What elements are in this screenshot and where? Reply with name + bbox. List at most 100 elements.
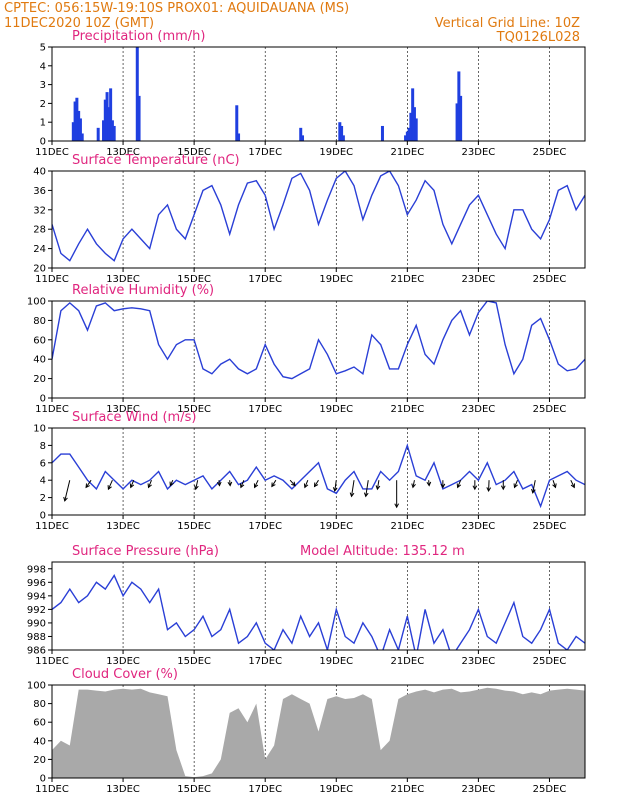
precip-bar	[338, 122, 342, 141]
precip-bar	[77, 110, 81, 141]
panel-pressure: 986 988 990 992 994 996 998 11DEC 13DEC 15DEC 17DE…	[27, 544, 586, 667]
panel-precip: 0 1 2 3 4 5 11DEC 13DEC 15DEC 17DEC 19DEC 21DEC 23DE…	[35, 29, 586, 158]
wind-arrow	[440, 480, 446, 489]
x-tick-label: 13DEC	[106, 521, 140, 532]
x-tick-label: 21DEC	[390, 147, 424, 158]
x-tick-label: 11DEC	[35, 656, 69, 667]
y-tick-label: 992	[27, 605, 46, 616]
wind-arrow-shaft	[334, 480, 337, 492]
wind-arrow-head	[194, 485, 199, 491]
y-tick-label: 40	[33, 736, 46, 747]
wind-arrow-head	[332, 487, 338, 493]
wind-arrow-shaft	[351, 480, 355, 497]
x-tick-label: 25DEC	[533, 274, 567, 285]
wind-arrow-head	[291, 481, 296, 487]
wind-arrow-shaft	[148, 480, 152, 488]
precip-bar	[301, 135, 305, 141]
wind-arrow-head	[552, 483, 557, 489]
y-tick-label: 5	[40, 43, 46, 54]
y-tick-label: 2	[40, 493, 46, 504]
y-tick-label: 20	[33, 755, 46, 766]
wind-arrow-shaft	[240, 480, 245, 488]
wind-arrow	[375, 480, 381, 491]
x-tick-label: 15DEC	[177, 521, 211, 532]
x-tick-label: 25DEC	[533, 521, 567, 532]
wind-arrow-head	[349, 492, 355, 498]
y-tick-label: 24	[33, 244, 46, 255]
x-tick-label: 23DEC	[462, 274, 496, 285]
y-tick-label: 36	[33, 186, 46, 197]
panel-title: Relative Humidity (%)	[72, 283, 214, 298]
precip-bar	[411, 88, 415, 141]
wind-arrow-head	[239, 483, 245, 489]
y-tick-label: 40	[33, 355, 46, 366]
wind-arrow-shaft	[304, 480, 309, 488]
precip-bar	[235, 105, 239, 141]
y-tick-label: 10	[33, 424, 46, 435]
x-tick-label: 15DEC	[177, 784, 211, 795]
plot-frame	[51, 427, 586, 516]
wind-arrow-head	[253, 483, 259, 489]
panel-rh: 0 20 40 60 80 100 11DEC 13DEC 15DEC 17DEC 19DEC 21D…	[27, 283, 586, 415]
y-tick-label: 40	[33, 167, 46, 178]
wind-arrow-shaft	[85, 479, 92, 488]
wind-arrow-head	[107, 485, 112, 491]
wind-arrow-head	[216, 481, 222, 487]
wind-arrow	[472, 480, 478, 491]
wind-arrow-head	[375, 485, 381, 491]
wind-arrow-head	[313, 482, 319, 488]
y-tick-label: 4	[40, 61, 46, 72]
x-tick-label: 21DEC	[390, 784, 424, 795]
wind-arrow	[513, 480, 518, 489]
x-tick-label: 17DEC	[248, 521, 282, 532]
wind-arrow	[271, 479, 277, 488]
x-tick-label: 21DEC	[390, 521, 424, 532]
x-tick-label: 19DEC	[319, 404, 353, 415]
panel-temp: 20 24 28 32 36 40 11DEC 13DEC 15DEC 17DEC 19DEC 21D…	[33, 153, 586, 285]
y-tick-label: 100	[27, 681, 46, 692]
x-tick-label: 15DEC	[177, 656, 211, 667]
wind-arrow-head	[440, 483, 446, 489]
wind-arrow-head	[411, 483, 416, 489]
y-tick-label: 80	[33, 316, 46, 327]
y-tick-label: 32	[33, 205, 46, 216]
panel-title: Surface Wind (m/s)	[72, 410, 196, 425]
precip-bar	[96, 127, 100, 141]
wind-arrow-head	[456, 483, 462, 489]
header-date: 11DEC2020 10Z (GMT)	[4, 16, 154, 31]
y-tick-label: 80	[33, 699, 46, 710]
wind-arrow-head	[147, 483, 152, 489]
x-tick-label: 15DEC	[177, 147, 211, 158]
y-tick-label: 60	[33, 335, 46, 346]
wind-arrow-head	[129, 483, 135, 489]
wind-arrow-shaft	[570, 479, 575, 488]
x-tick-label: 15DEC	[177, 404, 211, 415]
y-tick-label: 100	[27, 297, 46, 308]
wind-arrow-head	[531, 488, 536, 494]
y-tick-label: 0	[40, 774, 46, 785]
panel-title: Cloud Cover (%)	[72, 667, 178, 682]
wind-arrow	[486, 480, 492, 493]
wind-arrow-shaft	[376, 480, 380, 490]
wind-arrow-shaft	[488, 480, 490, 492]
precip-bar	[135, 47, 139, 141]
wind-arrow-head	[394, 503, 400, 509]
wind-arrow	[216, 480, 222, 487]
wind-arrow	[500, 480, 506, 491]
wind-arrow-head	[500, 485, 506, 491]
y-tick-label: 20	[33, 374, 46, 385]
plot-frame	[51, 46, 586, 142]
wind-arrow	[239, 480, 245, 489]
wind-arrow-shaft	[130, 480, 135, 488]
wind-arrow-shaft	[195, 480, 199, 490]
x-tick-label: 11DEC	[35, 274, 69, 285]
wind-arrow-shaft	[365, 480, 369, 497]
precip-bar	[105, 92, 109, 141]
wind-arrow-head	[426, 481, 432, 487]
x-tick-label: 13DEC	[106, 784, 140, 795]
precip-bar	[414, 118, 418, 141]
x-tick-label: 25DEC	[533, 784, 567, 795]
wind-arrow-head	[363, 492, 369, 498]
precip-bar	[407, 127, 411, 141]
